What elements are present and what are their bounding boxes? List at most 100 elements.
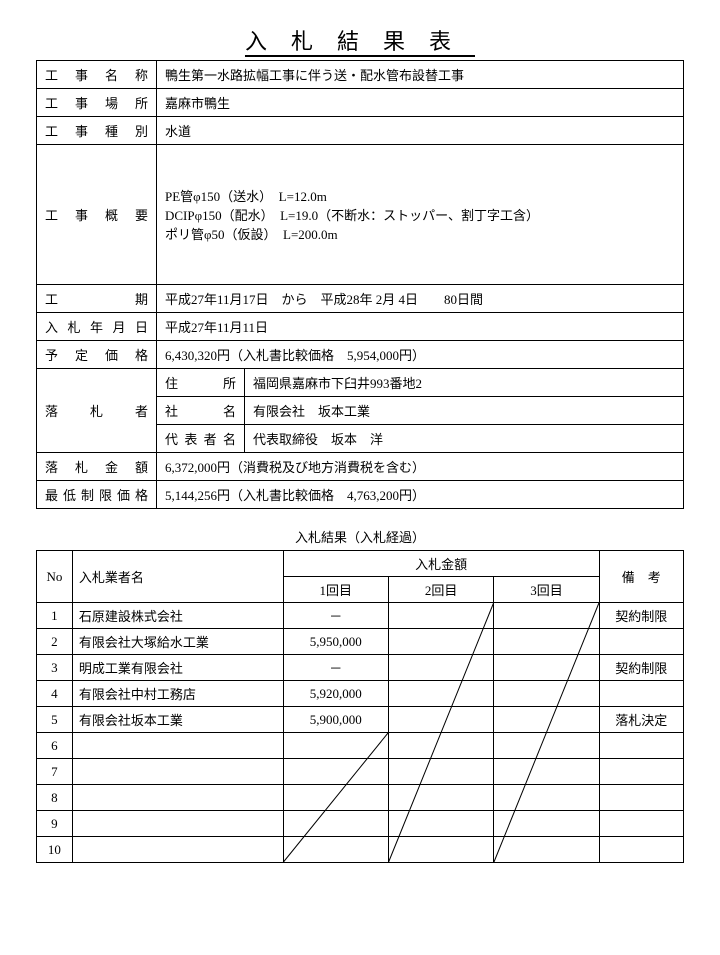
cell-no: 7 [37,759,73,785]
cell-r3 [494,681,599,707]
table-row: 8 [37,785,684,811]
cell-note [599,811,683,837]
cell-r3 [494,785,599,811]
cell-r2 [388,629,493,655]
cell-r1: 5,920,000 [283,681,388,707]
cell-r3 [494,733,599,759]
table-row: 9 [37,811,684,837]
header-r1: 1回目 [283,577,388,603]
cell-name: 明成工業有限会社 [72,655,283,681]
label-corp: 社名 [157,397,245,425]
table-row: 7 [37,759,684,785]
cell-note [599,759,683,785]
label-winprice: 落札金額 [37,453,157,481]
table-row: 10 [37,837,684,863]
label-name: 工事名称 [37,61,157,89]
table-row: 6 [37,733,684,759]
value-minprice: 5,144,256円（入札書比較価格 4,763,200円） [157,481,684,509]
results-table: No 入札業者名 入札金額 備 考 1回目 2回目 3回目 1石原建設株式会社－… [36,550,684,863]
value-rep: 代表取締役 坂本 洋 [245,425,684,453]
cell-note [599,733,683,759]
cell-r1: － [283,655,388,681]
cell-r1 [283,759,388,785]
table-row: 5有限会社坂本工業5,900,000 落札決定 [37,707,684,733]
value-winprice: 6,372,000円（消費税及び地方消費税を含む） [157,453,684,481]
table-row: 1石原建設株式会社－ 契約制限 [37,603,684,629]
cell-no: 3 [37,655,73,681]
label-minprice: 最低制限価格 [37,481,157,509]
cell-note [599,629,683,655]
value-addr: 福岡県嘉麻市下臼井993番地2 [245,369,684,397]
cell-r1: － [283,603,388,629]
value-biddate: 平成27年11月11日 [157,313,684,341]
cell-note [599,785,683,811]
summary-text: PE管φ150（送水） L=12.0m DCIPφ150（配水） L=19.0（… [165,186,675,243]
cell-name [72,837,283,863]
cell-no: 8 [37,785,73,811]
label-rep: 代表者名 [157,425,245,453]
label-biddate: 入札年月日 [37,313,157,341]
value-name: 鴨生第一水路拡幅工事に伴う送・配水管布設替工事 [157,61,684,89]
value-period: 平成27年11月17日 から 平成28年 2月 4日 80日間 [157,285,684,313]
cell-r2 [388,733,493,759]
header-bidder: 入札業者名 [72,551,283,603]
cell-note: 契約制限 [599,655,683,681]
cell-r2 [388,681,493,707]
cell-r3 [494,837,599,863]
label-summary: 工事概要 [37,145,157,285]
cell-r1 [283,733,388,759]
cell-name [72,785,283,811]
label-addr: 住所 [157,369,245,397]
label-class: 工事種別 [37,117,157,145]
cell-no: 1 [37,603,73,629]
cell-name: 有限会社大塚給水工業 [72,629,283,655]
cell-r3 [494,707,599,733]
cell-name [72,733,283,759]
cell-r2 [388,759,493,785]
header-r2: 2回目 [388,577,493,603]
cell-r3 [494,759,599,785]
cell-no: 2 [37,629,73,655]
page-title: 入札結果表 [36,24,684,56]
header-amount: 入札金額 [283,551,599,577]
cell-name: 有限会社坂本工業 [72,707,283,733]
cell-name [72,811,283,837]
cell-r1: 5,900,000 [283,707,388,733]
cell-r2 [388,707,493,733]
table-row: 3明成工業有限会社－ 契約制限 [37,655,684,681]
label-place: 工事場所 [37,89,157,117]
cell-r1 [283,837,388,863]
cell-no: 6 [37,733,73,759]
cell-r3 [494,655,599,681]
table-row: 4有限会社中村工務店5,920,000 [37,681,684,707]
cell-name: 石原建設株式会社 [72,603,283,629]
cell-name [72,759,283,785]
header-note: 備 考 [599,551,683,603]
cell-r2 [388,811,493,837]
cell-no: 5 [37,707,73,733]
value-place: 嘉麻市鴨生 [157,89,684,117]
cell-r3 [494,603,599,629]
cell-r1 [283,785,388,811]
cell-r2 [388,837,493,863]
cell-r2 [388,785,493,811]
cell-no: 4 [37,681,73,707]
value-class: 水道 [157,117,684,145]
cell-note [599,681,683,707]
info-table: 工事名称 鴨生第一水路拡幅工事に伴う送・配水管布設替工事 工事場所 嘉麻市鴨生 … [36,60,684,509]
cell-note [599,837,683,863]
label-winner: 落札者 [37,369,157,453]
cell-name: 有限会社中村工務店 [72,681,283,707]
value-summary: PE管φ150（送水） L=12.0m DCIPφ150（配水） L=19.0（… [157,145,684,285]
cell-no: 9 [37,811,73,837]
cell-note: 落札決定 [599,707,683,733]
header-no: No [37,551,73,603]
cell-note: 契約制限 [599,603,683,629]
value-corp: 有限会社 坂本工業 [245,397,684,425]
cell-r3 [494,629,599,655]
cell-r1 [283,811,388,837]
cell-no: 10 [37,837,73,863]
cell-r2 [388,655,493,681]
section-title: 入札結果（入札経過） [36,527,684,546]
cell-r2 [388,603,493,629]
